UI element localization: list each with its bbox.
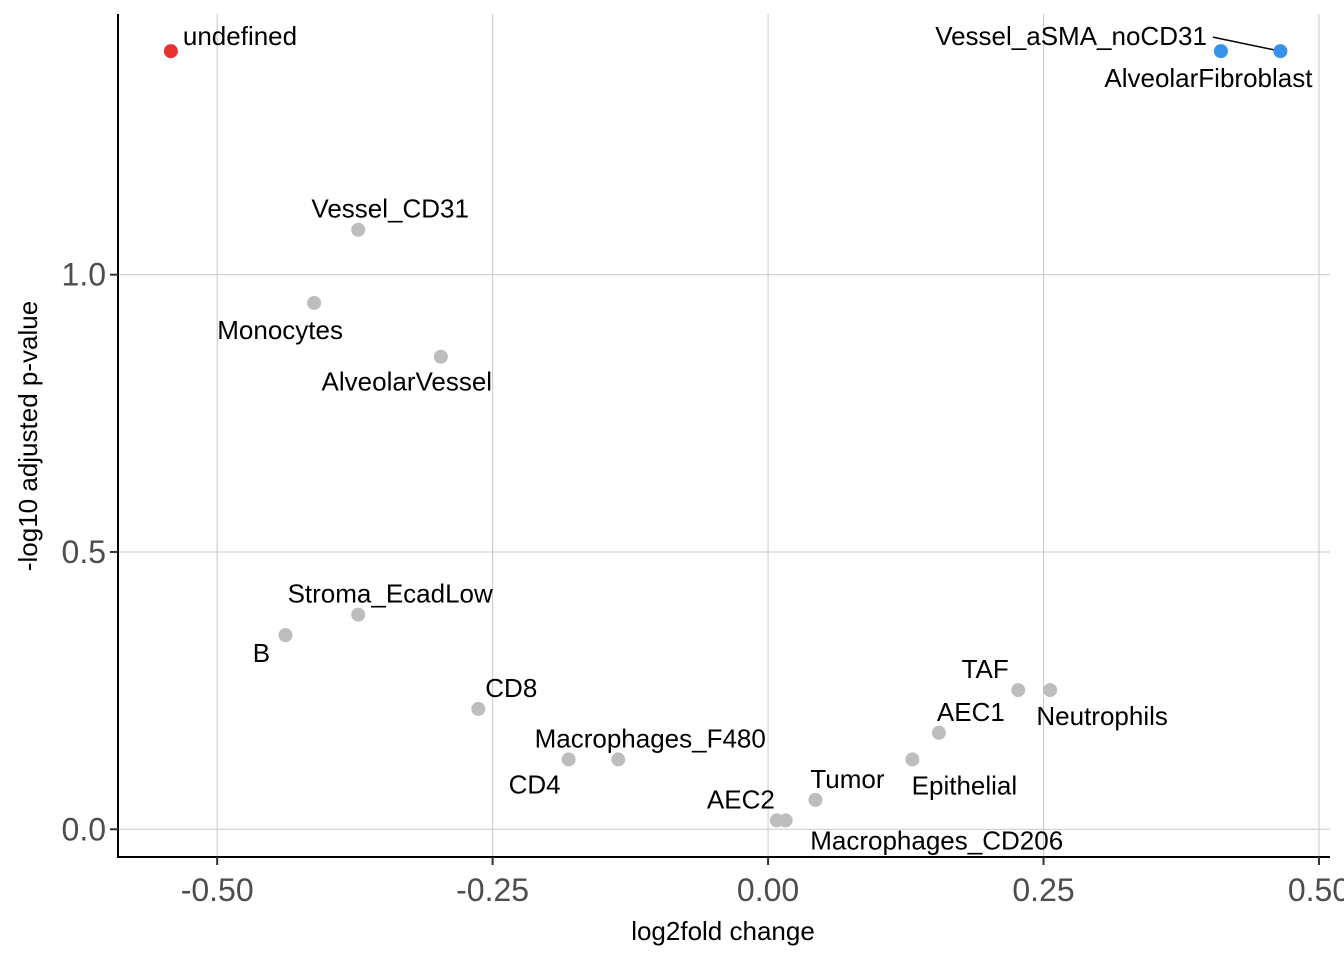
data-point (611, 752, 626, 767)
data-point (351, 607, 366, 622)
ticks: -0.50 -0.25 0.00 0.25 0.50 0.0 0.5 1.0 (62, 257, 1344, 908)
y-tick-label: 0.5 (62, 534, 106, 570)
point-label: AEC2 (707, 784, 775, 814)
point-label: Epithelial (912, 770, 1018, 800)
y-tick-label: 0.0 (62, 811, 106, 847)
data-point (471, 701, 486, 716)
label-leader-line (1212, 36, 1281, 52)
point-label: undefined (183, 21, 297, 51)
point-label: B (253, 638, 270, 668)
point-label: Macrophages_F480 (535, 723, 766, 753)
data-point (307, 295, 322, 310)
point-label: Macrophages_CD206 (810, 825, 1063, 855)
point-label: AEC1 (937, 697, 1005, 727)
x-tick-label: 0.50 (1288, 872, 1344, 908)
point-label: Stroma_EcadLow (288, 579, 493, 609)
data-point (1043, 683, 1058, 698)
point-label: AlveolarVessel (322, 367, 493, 397)
x-tick-label: -0.25 (456, 872, 529, 908)
x-tick-label: -0.50 (181, 872, 254, 908)
y-tick-label: 1.0 (62, 257, 106, 293)
data-point (433, 349, 448, 364)
data-point (931, 725, 946, 740)
data-point (278, 628, 293, 643)
axes (117, 14, 1330, 858)
point-label: AlveolarFibroblast (1104, 63, 1313, 93)
x-tick-label: 0.25 (1012, 872, 1074, 908)
point-label: CD8 (485, 673, 537, 703)
data-point (905, 752, 920, 767)
y-axis-title: -log10 adjusted p-value (13, 301, 43, 571)
data-point (561, 752, 576, 767)
data-point (1011, 683, 1026, 698)
data-point (1273, 44, 1288, 59)
point-labels: undefined Vessel_aSMA_noCD31 AlveolarFibro… (183, 21, 1313, 855)
data-point (163, 44, 178, 59)
point-label: Vessel_CD31 (311, 194, 469, 224)
data-point (351, 222, 366, 237)
data-points (163, 44, 1288, 828)
grid-lines (118, 14, 1330, 857)
x-axis-title: log2fold change (631, 916, 815, 946)
point-label: Tumor (810, 764, 884, 794)
point-label: Neutrophils (1036, 701, 1168, 731)
data-point (778, 813, 793, 828)
data-point (1213, 44, 1228, 59)
label-leaders (1212, 36, 1281, 52)
point-label: Monocytes (217, 315, 343, 345)
x-tick-label: 0.00 (737, 872, 799, 908)
point-label: Vessel_aSMA_noCD31 (935, 21, 1207, 51)
point-label: CD4 (509, 769, 561, 799)
data-point (808, 792, 823, 807)
point-label: TAF (962, 654, 1009, 684)
